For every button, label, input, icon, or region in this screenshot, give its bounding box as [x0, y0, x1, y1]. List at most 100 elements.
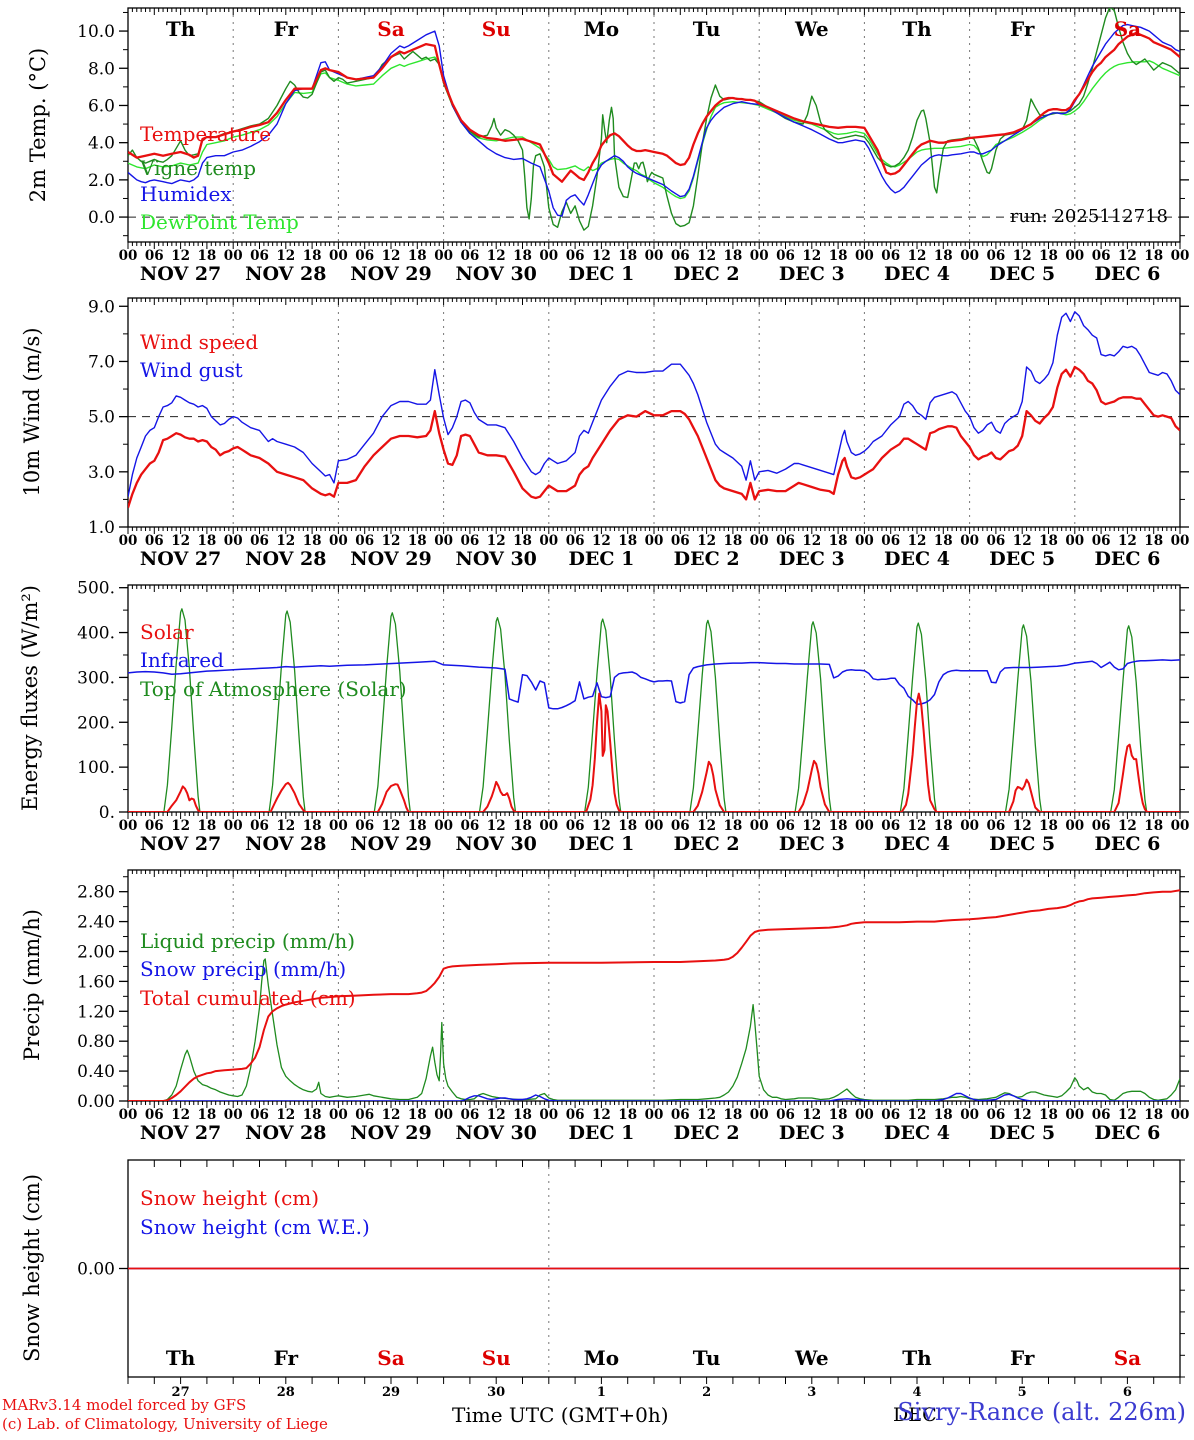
hour-label: 06 — [1092, 818, 1111, 834]
day-label: DEC 5 — [989, 1122, 1055, 1144]
hour-label: 18 — [618, 533, 637, 549]
hour-label: 06 — [776, 818, 795, 834]
hour-label: 12 — [697, 1107, 716, 1123]
hour-label: 00 — [1171, 248, 1190, 264]
run-label: run: 2025112718 — [1009, 206, 1168, 227]
day-label: NOV 30 — [456, 263, 537, 285]
hour-label: 12 — [382, 248, 401, 264]
day-number: 30 — [487, 1385, 505, 1400]
hour-label: 00 — [224, 818, 243, 834]
y-tick-label: 300. — [77, 668, 115, 688]
weekday-label: Th — [166, 1346, 196, 1370]
hour-label: 06 — [566, 1107, 585, 1123]
hour-label: 18 — [618, 1107, 637, 1123]
energy-series-Infrared — [128, 659, 1180, 710]
hour-label: 00 — [645, 818, 664, 834]
hour-label: 06 — [776, 248, 795, 264]
y-tick-label: 1.60 — [77, 972, 115, 992]
hour-label: 12 — [276, 818, 295, 834]
hour-label: 18 — [1039, 818, 1058, 834]
hour-label: 00 — [1171, 1107, 1190, 1123]
day-label: DEC 1 — [568, 263, 634, 285]
hour-label: 06 — [671, 533, 690, 549]
hour-label: 06 — [566, 818, 585, 834]
hour-label: 18 — [198, 818, 217, 834]
wind-series-Wind gust — [128, 311, 1180, 497]
hour-label: 12 — [1013, 1107, 1032, 1123]
day-label: DEC 2 — [674, 833, 740, 855]
day-label: DEC 3 — [779, 548, 845, 570]
hour-label: 12 — [697, 818, 716, 834]
hour-label: 00 — [329, 818, 348, 834]
y-tick-label: 3.0 — [88, 463, 115, 483]
day-label: DEC 2 — [674, 548, 740, 570]
day-label: DEC 5 — [989, 833, 1055, 855]
hour-label: 18 — [198, 1107, 217, 1123]
day-label: NOV 30 — [456, 833, 537, 855]
temperature-panel-border — [127, 7, 1181, 243]
y-tick-label: 200. — [77, 713, 115, 733]
y-tick-label: 500. — [77, 579, 115, 599]
hour-label: 06 — [776, 533, 795, 549]
hour-label: 00 — [645, 248, 664, 264]
y-tick-label: 0.0 — [88, 208, 115, 228]
hour-label: 06 — [987, 1107, 1006, 1123]
hour-label: 06 — [671, 1107, 690, 1123]
y-tick-label: 10.0 — [77, 22, 115, 42]
legend-wind-speed: Wind speed — [140, 330, 259, 354]
hour-label: 18 — [724, 248, 743, 264]
hour-label: 00 — [960, 1107, 979, 1123]
legend-infrared: Infrared — [140, 648, 224, 672]
weekday-label: Sa — [1114, 1346, 1141, 1370]
temperature-series-Vigne temp — [128, 8, 1180, 231]
hour-label: 18 — [1144, 248, 1163, 264]
weekday-label: Sa — [1114, 17, 1141, 41]
hour-label: 00 — [119, 533, 138, 549]
hour-label: 12 — [1118, 818, 1137, 834]
weekday-label: Tu — [693, 17, 721, 41]
hour-label: 06 — [881, 533, 900, 549]
day-number: 27 — [172, 1385, 190, 1400]
day-label: DEC 2 — [674, 1122, 740, 1144]
model-credit: MARv3.14 model forced by GFS — [2, 1396, 247, 1414]
hour-label: 06 — [145, 818, 164, 834]
y-tick-label: 9.0 — [88, 297, 115, 317]
hour-label: 12 — [276, 248, 295, 264]
hour-label: 06 — [987, 818, 1006, 834]
hour-label: 06 — [671, 248, 690, 264]
hour-label: 18 — [829, 248, 848, 264]
weekday-label: Th — [902, 17, 932, 41]
y-tick-label: 0.00 — [77, 1260, 115, 1280]
legend-snow-height: Snow height (cm) — [140, 1186, 320, 1210]
hour-label: 00 — [1065, 818, 1084, 834]
day-label: DEC 6 — [1094, 263, 1160, 285]
y-tick-label: 2.0 — [88, 171, 115, 191]
day-label: NOV 29 — [350, 548, 431, 570]
hour-label: 00 — [539, 248, 558, 264]
hour-label: 00 — [539, 533, 558, 549]
day-label: DEC 1 — [568, 1122, 634, 1144]
day-number: 29 — [382, 1385, 400, 1400]
hour-label: 06 — [1092, 248, 1111, 264]
y-tick-label: 0.00 — [77, 1092, 115, 1112]
hour-label: 12 — [802, 533, 821, 549]
hour-label: 18 — [198, 533, 217, 549]
hour-label: 12 — [1013, 248, 1032, 264]
hour-label: 18 — [618, 818, 637, 834]
hour-label: 12 — [276, 1107, 295, 1123]
day-label: DEC 3 — [779, 1122, 845, 1144]
y-tick-label: 0.40 — [77, 1062, 115, 1082]
hour-label: 12 — [487, 818, 506, 834]
hour-label: 18 — [1039, 533, 1058, 549]
hour-label: 12 — [171, 248, 190, 264]
lab-credit: (c) Lab. of Climatology, University of L… — [2, 1415, 328, 1433]
day-number: 4 — [912, 1385, 921, 1400]
day-label: DEC 3 — [779, 833, 845, 855]
hour-label: 06 — [1092, 1107, 1111, 1123]
legend-temperature: Temperature — [140, 122, 272, 146]
day-label: DEC 4 — [884, 1122, 950, 1144]
y-tick-label: 100. — [77, 758, 115, 778]
weekday-label: Sa — [377, 1346, 404, 1370]
hour-label: 18 — [724, 533, 743, 549]
